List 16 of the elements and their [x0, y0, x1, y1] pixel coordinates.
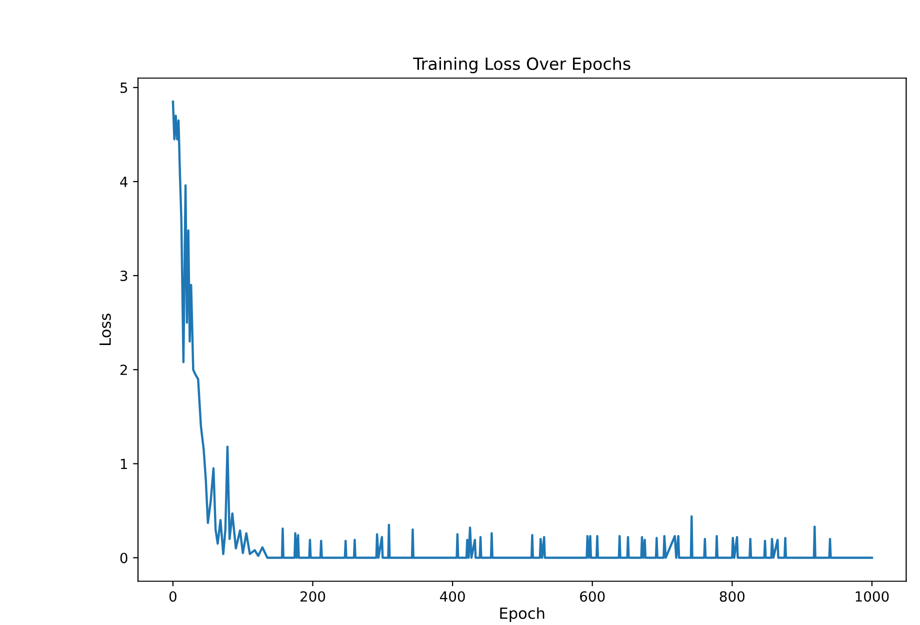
y-tick-label: 1 [120, 458, 127, 469]
x-axis-title: Epoch [500, 607, 544, 622]
x-tick-label: 0 [169, 591, 176, 602]
x-tick-label: 400 [440, 591, 465, 602]
y-tick-label: 3 [120, 270, 128, 282]
x-tick-label: 800 [720, 591, 744, 602]
line-series [172, 100, 874, 559]
y-tick-label: 4 [120, 176, 128, 187]
x-tick-label: 200 [300, 591, 326, 602]
y-tick-label: 2 [120, 364, 127, 375]
y-tick-label: 0 [120, 552, 128, 564]
y-axis-title: Loss [100, 314, 111, 345]
y-tick-label: 5 [120, 82, 128, 94]
x-tick-label: 600 [580, 591, 605, 602]
x-tick-label: 1000 [856, 591, 889, 602]
chart-title: Training Loss Over Epochs [413, 57, 630, 74]
